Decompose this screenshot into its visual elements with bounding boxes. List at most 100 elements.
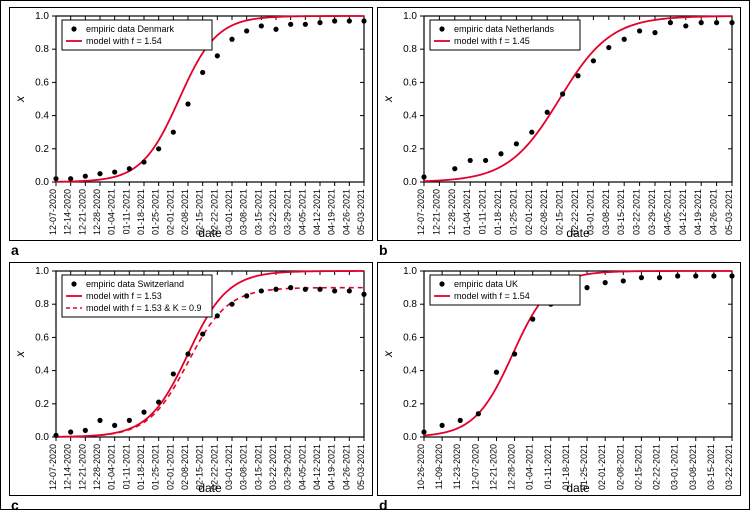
svg-text:03-29-2021: 03-29-2021 bbox=[283, 444, 293, 490]
svg-text:0.6: 0.6 bbox=[35, 77, 49, 88]
svg-text:03-08-2021: 03-08-2021 bbox=[688, 444, 698, 490]
svg-text:04-05-2021: 04-05-2021 bbox=[297, 444, 307, 490]
svg-text:0.8: 0.8 bbox=[35, 44, 49, 55]
svg-text:date: date bbox=[566, 226, 590, 240]
svg-text:01-04-2021: 01-04-2021 bbox=[107, 444, 117, 490]
svg-text:03-22-2021: 03-22-2021 bbox=[268, 189, 278, 235]
panel-c: 0.00.20.40.60.81.0x12-07-202012-14-20201… bbox=[9, 262, 373, 496]
svg-text:03-08-2021: 03-08-2021 bbox=[601, 189, 611, 235]
svg-text:03-15-2021: 03-15-2021 bbox=[706, 444, 716, 490]
svg-text:02-08-2021: 02-08-2021 bbox=[539, 189, 549, 235]
chart-b: 0.00.20.40.60.81.0x12-07-202012-21-20201… bbox=[378, 8, 740, 240]
svg-text:02-15-2021: 02-15-2021 bbox=[633, 444, 643, 490]
cell-a: 0.00.20.40.60.81.0x12-07-202012-14-20201… bbox=[9, 7, 373, 258]
svg-text:01-25-2021: 01-25-2021 bbox=[151, 189, 161, 235]
svg-text:0.4: 0.4 bbox=[35, 366, 49, 377]
chart-c: 0.00.20.40.60.81.0x12-07-202012-14-20201… bbox=[10, 263, 372, 495]
svg-text:01-04-2021: 01-04-2021 bbox=[107, 189, 117, 235]
svg-text:02-08-2021: 02-08-2021 bbox=[180, 189, 190, 235]
svg-text:0.4: 0.4 bbox=[403, 366, 417, 377]
svg-text:03-01-2021: 03-01-2021 bbox=[224, 189, 234, 235]
chart-a: 0.00.20.40.60.81.0x12-07-202012-14-20201… bbox=[10, 8, 372, 240]
svg-text:model with f = 1.45: model with f = 1.45 bbox=[454, 36, 530, 46]
svg-text:02-08-2021: 02-08-2021 bbox=[180, 444, 190, 490]
svg-text:12-28-2020: 12-28-2020 bbox=[92, 189, 102, 235]
svg-text:02-15-2021: 02-15-2021 bbox=[555, 189, 565, 235]
svg-text:empiric data Switzerland: empiric data Switzerland bbox=[86, 279, 184, 289]
svg-text:02-01-2021: 02-01-2021 bbox=[597, 444, 607, 490]
svg-text:01-25-2021: 01-25-2021 bbox=[151, 444, 161, 490]
svg-text:1.0: 1.0 bbox=[403, 11, 417, 22]
svg-text:01-25-2021: 01-25-2021 bbox=[508, 189, 518, 235]
svg-text:empiric data UK: empiric data UK bbox=[454, 279, 518, 289]
svg-text:12-07-2020: 12-07-2020 bbox=[48, 189, 58, 235]
svg-text:02-01-2021: 02-01-2021 bbox=[165, 444, 175, 490]
cell-d: 0.00.20.40.60.81.0x10-26-202011-09-20201… bbox=[377, 262, 741, 513]
panel-grid: 0.0 0.2 0.4 0.6 0.8 1.0 x 12-07-2020 12-14-2020 1… bbox=[9, 7, 741, 503]
svg-text:03-08-2021: 03-08-2021 bbox=[239, 444, 249, 490]
svg-text:1.0: 1.0 bbox=[403, 266, 417, 277]
svg-text:05-03-2021: 05-03-2021 bbox=[356, 189, 366, 235]
svg-text:12-07-2020: 12-07-2020 bbox=[416, 189, 426, 235]
svg-text:0.0: 0.0 bbox=[35, 432, 49, 443]
sublabel-d: d bbox=[377, 496, 741, 513]
svg-text:12-14-2020: 12-14-2020 bbox=[63, 444, 73, 490]
panel-b: 0.00.20.40.60.81.0x12-07-202012-21-20201… bbox=[377, 7, 741, 241]
svg-text:03-29-2021: 03-29-2021 bbox=[283, 189, 293, 235]
svg-text:04-12-2021: 04-12-2021 bbox=[312, 444, 322, 490]
svg-text:x: x bbox=[381, 95, 395, 103]
svg-text:0.0: 0.0 bbox=[403, 177, 417, 188]
svg-text:x: x bbox=[381, 350, 395, 358]
svg-text:0.2: 0.2 bbox=[35, 144, 49, 155]
svg-text:05-03-2021: 05-03-2021 bbox=[356, 444, 366, 490]
svg-text:model with f = 1.54: model with f = 1.54 bbox=[454, 291, 530, 301]
svg-text:11-23-2020: 11-23-2020 bbox=[452, 444, 462, 489]
cell-c: 0.00.20.40.60.81.0x12-07-202012-14-20201… bbox=[9, 262, 373, 513]
svg-text:10-26-2020: 10-26-2020 bbox=[416, 444, 426, 490]
svg-text:03-15-2021: 03-15-2021 bbox=[253, 189, 263, 235]
panel-d: 0.00.20.40.60.81.0x10-26-202011-09-20201… bbox=[377, 262, 741, 496]
svg-text:model with f = 1.53 & K = 0.9: model with f = 1.53 & K = 0.9 bbox=[86, 303, 202, 313]
svg-text:03-08-2021: 03-08-2021 bbox=[239, 189, 249, 235]
svg-text:0.6: 0.6 bbox=[403, 332, 417, 343]
svg-text:04-05-2021: 04-05-2021 bbox=[662, 189, 672, 235]
svg-text:04-26-2021: 04-26-2021 bbox=[341, 444, 351, 490]
svg-text:04-19-2021: 04-19-2021 bbox=[327, 189, 337, 235]
svg-text:03-29-2021: 03-29-2021 bbox=[647, 189, 657, 235]
svg-text:1.0: 1.0 bbox=[35, 11, 49, 22]
svg-text:02-01-2021: 02-01-2021 bbox=[165, 189, 175, 235]
svg-text:0.2: 0.2 bbox=[403, 144, 417, 155]
svg-text:03-22-2021: 03-22-2021 bbox=[268, 444, 278, 490]
svg-text:12-28-2020: 12-28-2020 bbox=[92, 444, 102, 490]
svg-text:12-21-2020: 12-21-2020 bbox=[77, 444, 87, 490]
svg-text:02-22-2021: 02-22-2021 bbox=[652, 444, 662, 490]
chart-d: 0.00.20.40.60.81.0x10-26-202011-09-20201… bbox=[378, 263, 740, 495]
svg-text:03-01-2021: 03-01-2021 bbox=[224, 444, 234, 490]
svg-text:04-19-2021: 04-19-2021 bbox=[693, 189, 703, 235]
svg-text:0.8: 0.8 bbox=[403, 299, 417, 310]
svg-text:0.2: 0.2 bbox=[35, 399, 49, 410]
svg-text:04-26-2021: 04-26-2021 bbox=[709, 189, 719, 235]
svg-text:01-18-2021: 01-18-2021 bbox=[136, 444, 146, 490]
svg-text:12-07-2020: 12-07-2020 bbox=[470, 444, 480, 490]
svg-text:05-03-2021: 05-03-2021 bbox=[724, 189, 734, 235]
svg-text:01-11-2021: 01-11-2021 bbox=[121, 444, 131, 489]
svg-text:04-05-2021: 04-05-2021 bbox=[297, 189, 307, 235]
svg-text:01-04-2021: 01-04-2021 bbox=[462, 189, 472, 235]
svg-text:date: date bbox=[566, 481, 590, 495]
svg-text:empiric data Denmark: empiric data Denmark bbox=[86, 24, 175, 34]
svg-text:04-19-2021: 04-19-2021 bbox=[327, 444, 337, 490]
svg-text:0.6: 0.6 bbox=[403, 77, 417, 88]
svg-text:0.8: 0.8 bbox=[403, 44, 417, 55]
svg-text:01-04-2021: 01-04-2021 bbox=[525, 444, 535, 490]
sublabel-b: b bbox=[377, 241, 741, 258]
svg-text:date: date bbox=[198, 481, 222, 495]
svg-text:02-01-2021: 02-01-2021 bbox=[524, 189, 534, 235]
svg-text:03-15-2021: 03-15-2021 bbox=[616, 189, 626, 235]
svg-text:04-12-2021: 04-12-2021 bbox=[312, 189, 322, 235]
svg-text:0.4: 0.4 bbox=[403, 111, 417, 122]
svg-text:0.4: 0.4 bbox=[35, 111, 49, 122]
figure-container: 0.0 0.2 0.4 0.6 0.8 1.0 x 12-07-2020 12-14-2020 1… bbox=[0, 0, 750, 510]
svg-text:03-15-2021: 03-15-2021 bbox=[253, 444, 263, 490]
sublabel-c: c bbox=[9, 496, 373, 513]
